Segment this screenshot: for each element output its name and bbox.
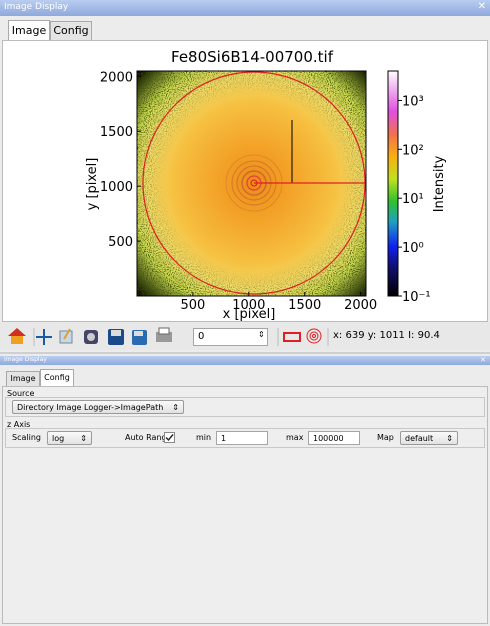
ring-roi-button[interactable] [307,329,321,343]
y-tick-label: 1000 [100,180,133,195]
tab[interactable]: Config [40,369,74,386]
tab[interactable]: Config [50,21,92,40]
scaling-label: Scaling [12,431,41,444]
source-combo[interactable]: Directory Image Logger->ImagePath [12,400,184,414]
colorbar-tick-label: 10⁰ [402,241,424,256]
window-title: Image Display [4,356,47,363]
y-tick-label: 2000 [100,70,133,85]
map-combo[interactable]: default [400,431,458,445]
y-tick-label: 1500 [100,125,133,140]
roi-button[interactable] [284,333,300,341]
colorbar-label: Intensity [432,155,447,212]
title-bar: Image Display ✕ [0,356,490,365]
splitter[interactable] [0,352,490,354]
page: Image Display ✕ Image Config [0,0,490,626]
toolbar-icons [0,322,190,350]
max-input[interactable]: 100000 [308,431,360,445]
tab-bar: Image Config [0,16,490,40]
y-tick-label: 500 [108,235,133,250]
pan-button[interactable] [36,329,52,345]
print-button[interactable] [156,328,172,342]
x-tick-label: 1500 [288,298,321,313]
plot: Fe80Si6B14-00700.tif x [pixel] y [pixel]… [0,40,490,322]
edit-button[interactable] [60,329,72,343]
spin-arrows[interactable]: ⇕ [258,330,265,339]
min-input[interactable]: 1 [216,431,268,445]
tab[interactable]: Image [8,20,50,40]
colorbar-tick-label: 10² [402,143,424,158]
title-bar: Image Display ✕ [0,0,490,16]
home-button[interactable] [8,328,26,344]
config-panel: Source Directory Image Logger->ImagePath… [2,386,488,624]
x-tick-label: 500 [180,298,205,313]
min-label: min [196,431,211,444]
auto-range-checkbox[interactable] [164,432,175,443]
plot-title: Fe80Si6B14-00700.tif [171,48,334,66]
x-tick-label: 2000 [344,298,377,313]
x-tick-label: 1000 [232,298,265,313]
toolbar-icons-right [276,322,332,350]
frame-spinbox[interactable]: 0 [193,328,268,346]
status-text: x: 639 y: 1011 I: 90.4 [333,330,440,341]
window-title: Image Display [4,2,68,12]
toolbar: 0 ⇕ x: 639 y: 1011 I: 90.4 [0,322,490,350]
z-axis-group: Scaling log Auto Range min 1 max 100000 … [5,428,485,448]
colorbar-tick-label: 10⁻¹ [402,290,431,305]
colorbar-tick-label: 10¹ [402,192,424,207]
tab[interactable]: Image [6,371,40,386]
source-group: Directory Image Logger->ImagePath [5,397,485,417]
map-label: Map [377,431,394,444]
max-label: max [286,431,303,444]
image [137,71,366,296]
colorbar [388,71,398,296]
configure-button[interactable] [84,330,98,344]
colorbar-tick-label: 10³ [402,94,424,109]
save-button[interactable] [108,329,124,345]
scaling-combo[interactable]: log [47,431,92,445]
save-as-button[interactable] [132,330,147,345]
close-button[interactable]: ✕ [478,1,486,12]
close-button[interactable]: ✕ [480,356,486,364]
y-axis-label: y [pixel] [85,158,100,211]
